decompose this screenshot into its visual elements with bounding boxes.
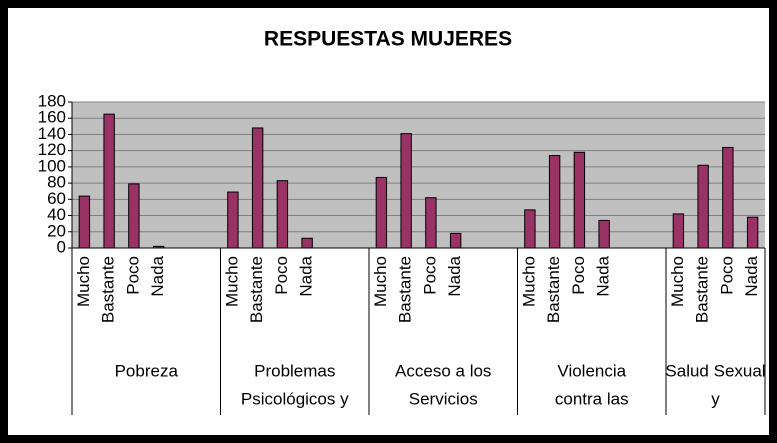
bar [524, 209, 536, 249]
y-tick-label: 140 [38, 124, 66, 143]
y-tick-label: 60 [47, 189, 66, 208]
x-tick-label: Mucho [74, 256, 93, 307]
x-tick-label: Bastante [247, 256, 266, 323]
bar [400, 133, 412, 249]
x-tick-label: Mucho [371, 256, 390, 307]
x-tick-label: Bastante [693, 256, 712, 323]
y-tick-label: 100 [38, 156, 66, 175]
x-tick-label: Bastante [396, 256, 415, 323]
x-tick-label: Poco [420, 256, 439, 295]
bar [227, 191, 239, 249]
y-tick-label: 80 [47, 173, 66, 192]
bar [128, 183, 140, 249]
group-label: Pobreza [115, 361, 179, 380]
bar [722, 146, 734, 249]
bar [672, 213, 685, 249]
x-tick-label: Poco [717, 256, 736, 295]
y-tick-label: 40 [47, 205, 66, 224]
chart-title: RESPUESTAS MUJERES [264, 28, 512, 51]
x-tick-label: Poco [272, 256, 291, 295]
x-tick-label: Nada [297, 255, 316, 296]
x-tick-label: Nada [445, 255, 464, 296]
x-tick-label: Bastante [99, 256, 118, 323]
bar [449, 232, 462, 249]
bar [746, 216, 759, 249]
bar [425, 197, 437, 249]
bar [103, 113, 115, 249]
bar [548, 155, 561, 249]
y-tick-label: 20 [47, 221, 66, 240]
group-label: y [711, 389, 720, 408]
group-label: contra las [555, 389, 629, 408]
bar [375, 176, 388, 249]
x-tick-label: Bastante [544, 256, 563, 323]
group-label: Servicios [409, 389, 478, 408]
x-tick-label: Mucho [668, 256, 687, 307]
bar [598, 219, 610, 249]
bar [697, 164, 709, 249]
x-tick-label: Mucho [222, 256, 241, 307]
plot-area [72, 102, 765, 248]
bar [301, 237, 313, 249]
group-label: Psicológicos y [241, 389, 349, 408]
group-label: Acceso a los [395, 361, 491, 380]
group-label: Violencia [557, 361, 626, 380]
group-label: Salud Sexual [665, 361, 765, 380]
bar [276, 180, 289, 249]
bar [573, 151, 586, 249]
x-tick-label: Mucho [519, 256, 538, 307]
x-tick-label: Nada [148, 255, 167, 296]
x-tick-label: Poco [123, 256, 142, 295]
y-tick-label: 120 [38, 140, 66, 159]
bar [251, 127, 264, 249]
x-tick-label: Nada [594, 255, 613, 296]
x-tick-label: Nada [742, 255, 761, 296]
y-tick-label: 160 [38, 108, 66, 127]
bar [78, 195, 91, 249]
y-tick-label: 180 [38, 91, 66, 110]
group-label: Problemas [254, 361, 335, 380]
x-tick-label: Poco [569, 256, 588, 295]
y-tick-label: 0 [57, 237, 66, 256]
